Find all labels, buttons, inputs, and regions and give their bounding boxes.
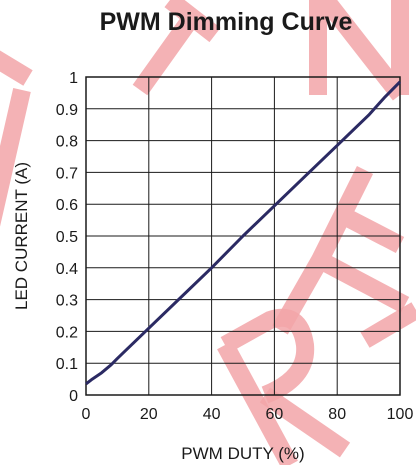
watermark-letter — [272, 165, 410, 335]
y-tick-label: 0 — [69, 388, 78, 405]
plot-frame — [85, 76, 401, 396]
y-tick-label: 0.7 — [56, 165, 78, 182]
watermark-letter — [0, 50, 33, 227]
series-layer — [85, 80, 402, 386]
watermark-letter — [259, 387, 351, 458]
y-tick-label: 0.5 — [56, 229, 78, 246]
y-tick-label: 1 — [69, 70, 78, 87]
x-tick-label: 60 — [266, 406, 284, 423]
y-tick-label: 0.9 — [56, 102, 78, 119]
y-tick-label: 0.4 — [56, 261, 78, 278]
y-axis-label: LED CURRENT (A) — [12, 162, 31, 310]
y-tick-label: 0.1 — [56, 356, 78, 373]
y-tick-label: 0.6 — [56, 197, 78, 214]
watermark-letter — [217, 308, 315, 465]
y-tick-label: 0.3 — [56, 293, 78, 310]
x-tick-label: 80 — [328, 406, 346, 423]
series-line-led-current — [85, 80, 402, 386]
chart-title: PWM Dimming Curve — [100, 8, 353, 36]
watermark-letter — [360, 302, 416, 348]
x-tick-label: 40 — [203, 406, 221, 423]
x-axis-label: PWM DUTY (%) — [181, 444, 304, 463]
x-tick-label: 20 — [140, 406, 158, 423]
y-tick-label: 0.2 — [56, 324, 78, 341]
x-tick-label: 100 — [387, 406, 414, 423]
y-tick-label: 0.8 — [56, 134, 78, 151]
x-axis-ticks: 0 20 40 60 80 100 — [82, 406, 414, 423]
y-axis-ticks: 0 0.1 0.2 0.3 0.4 0.5 0.6 0.7 0.8 0.9 1 — [56, 70, 78, 405]
x-tick-label: 0 — [82, 406, 91, 423]
